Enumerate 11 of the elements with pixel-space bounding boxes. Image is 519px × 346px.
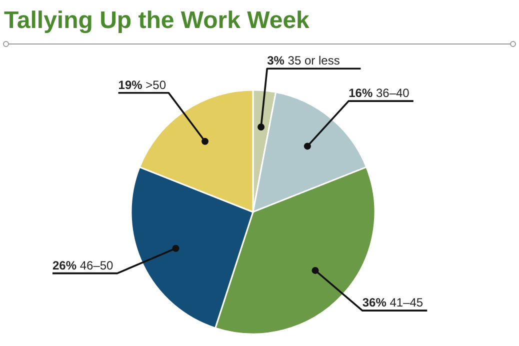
chart-title: Tallying Up the Work Week bbox=[4, 7, 310, 34]
slice-label: 46–50 bbox=[80, 258, 114, 272]
data-label: 19% bbox=[118, 78, 146, 92]
data-label: 26% bbox=[52, 258, 80, 272]
slice-label: >50 bbox=[146, 78, 166, 92]
data-label: 16% bbox=[348, 86, 376, 100]
slice-label: 41–45 bbox=[390, 296, 424, 310]
slice-label: 36–40 bbox=[376, 86, 410, 100]
data-label: 3% bbox=[267, 54, 288, 68]
slice-label: 35 or less bbox=[288, 54, 340, 68]
data-label: 36% bbox=[362, 296, 390, 310]
